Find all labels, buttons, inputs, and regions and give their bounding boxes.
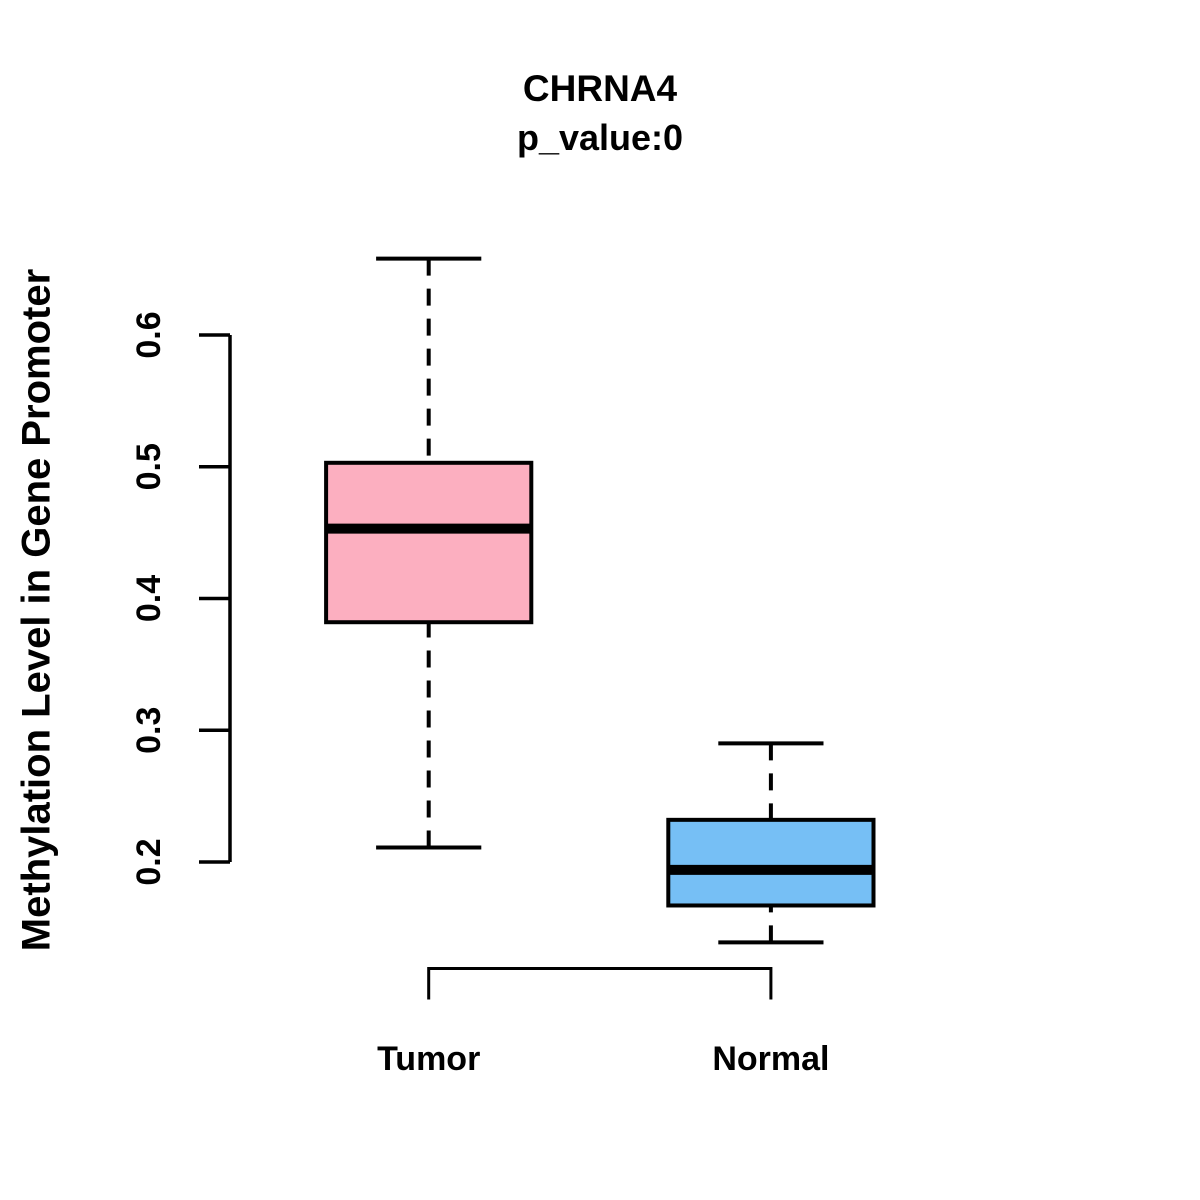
y-tick-label: 0.5 (130, 443, 168, 490)
y-tick-label: 0.2 (130, 838, 168, 885)
y-axis-label: Methylation Level in Gene Promoter (14, 268, 59, 952)
y-tick-label: 0.4 (130, 575, 168, 622)
box-normal (666, 817, 876, 908)
x-tick-label-tumor: Tumor (377, 1040, 480, 1078)
x-tick-label-normal: Normal (712, 1040, 829, 1078)
box-tumor (324, 460, 534, 625)
y-tick-label: 0.3 (130, 707, 168, 754)
chart-subtitle: p_value:0 (516, 117, 684, 158)
comparison-bracket (427, 967, 773, 1000)
chart-title: CHRNA4 (522, 68, 678, 109)
y-tick-label: 0.6 (130, 311, 168, 358)
